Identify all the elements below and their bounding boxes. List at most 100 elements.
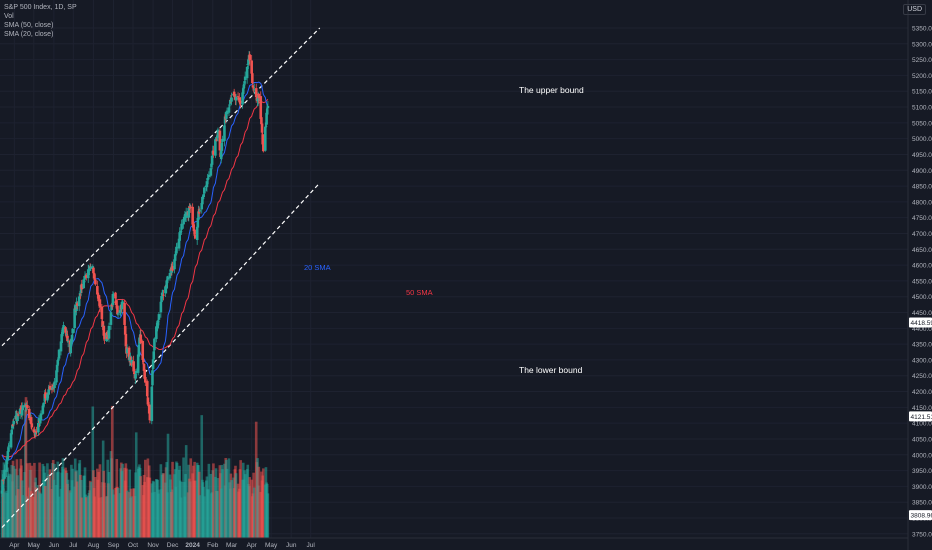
candle-body bbox=[148, 411, 152, 421]
volume-bar bbox=[144, 459, 147, 538]
candle-body bbox=[6, 451, 10, 461]
volume-bar bbox=[116, 488, 120, 538]
candle-body bbox=[146, 397, 150, 405]
volume-bar bbox=[62, 469, 65, 538]
price-tick-label: 3900.00 bbox=[912, 484, 932, 491]
volume-bar bbox=[3, 492, 6, 538]
upper-bound-label: The upper bound bbox=[519, 85, 584, 95]
candle-body bbox=[1, 479, 5, 481]
time-tick-label: Apr bbox=[247, 542, 258, 549]
volume-bar bbox=[30, 465, 34, 538]
legend-vol[interactable]: Vol bbox=[4, 13, 14, 20]
volume-bar bbox=[44, 486, 47, 538]
candle-body bbox=[193, 229, 196, 235]
time-tick-label: Dec bbox=[167, 542, 179, 549]
candle-body bbox=[168, 272, 172, 279]
volume-bar bbox=[262, 468, 265, 538]
volume-bar bbox=[225, 468, 229, 538]
time-tick-label: Oct bbox=[128, 542, 138, 549]
candle-body bbox=[156, 320, 160, 322]
candle-body bbox=[254, 88, 258, 98]
volume-bar bbox=[112, 494, 115, 538]
candle-body bbox=[5, 460, 8, 472]
candle-body bbox=[179, 230, 183, 232]
volume-bar bbox=[80, 497, 84, 538]
price-label: 3808.96 bbox=[911, 513, 932, 520]
candle-body bbox=[215, 139, 218, 141]
time-tick-label: Jun bbox=[286, 542, 297, 549]
legend-sma50[interactable]: SMA (50, close) bbox=[4, 22, 54, 29]
symbol-title[interactable]: S&P 500 Index, 1D, SP bbox=[4, 4, 77, 11]
channel-bounds bbox=[1, 27, 321, 528]
candle-body bbox=[53, 381, 56, 389]
candle-body bbox=[241, 88, 245, 94]
time-tick-label: Sep bbox=[108, 542, 120, 549]
candle-body bbox=[71, 328, 74, 334]
time-tick-label: Jun bbox=[49, 542, 60, 549]
candle-body bbox=[98, 299, 102, 308]
candle-body bbox=[75, 303, 79, 306]
candle-body bbox=[78, 296, 82, 298]
candle-body bbox=[96, 286, 99, 295]
candle-body bbox=[182, 216, 186, 221]
volume-bar bbox=[193, 480, 197, 538]
price-label: 4418.59 bbox=[911, 320, 932, 327]
candle-body bbox=[70, 334, 74, 342]
volume-bars bbox=[0, 397, 270, 538]
candle-body bbox=[101, 321, 104, 328]
candle-body bbox=[21, 405, 25, 411]
candle-body bbox=[143, 369, 146, 379]
price-tick-label: 4950.00 bbox=[912, 152, 932, 159]
volume-bar bbox=[35, 487, 38, 538]
time-tick-label: 2024 bbox=[185, 542, 200, 549]
price-tick-label: 4400.00 bbox=[912, 326, 932, 333]
price-tick-label: 5350.00 bbox=[912, 26, 932, 33]
volume-bar bbox=[266, 493, 270, 538]
volume-bar bbox=[139, 476, 143, 538]
candle-body bbox=[34, 432, 38, 435]
currency-badge[interactable]: USD bbox=[903, 4, 926, 15]
candle-body bbox=[207, 174, 211, 178]
candle-body bbox=[59, 341, 63, 352]
candle-body bbox=[195, 226, 199, 241]
candle-body bbox=[132, 361, 135, 372]
volume-bar bbox=[230, 480, 233, 538]
candle-body bbox=[132, 372, 136, 375]
candle-body bbox=[123, 303, 126, 325]
candle-body bbox=[112, 294, 115, 296]
candle-body bbox=[110, 304, 113, 311]
candle-body bbox=[89, 266, 93, 269]
candle-body bbox=[151, 370, 154, 386]
volume-bar bbox=[180, 481, 183, 538]
volume-bar bbox=[71, 468, 74, 538]
candle-body bbox=[111, 294, 115, 305]
candle-body bbox=[198, 210, 202, 212]
volume-bar bbox=[257, 466, 261, 538]
candle-body bbox=[60, 334, 63, 344]
legend-sma20[interactable]: SMA (20, close) bbox=[4, 31, 54, 38]
candle-body bbox=[92, 272, 96, 279]
candle-body bbox=[263, 126, 267, 151]
candle-body bbox=[70, 340, 73, 345]
candle-body bbox=[125, 348, 129, 354]
volume-bar bbox=[110, 405, 114, 538]
volume-bar bbox=[85, 497, 88, 538]
candle-body bbox=[225, 110, 229, 115]
price-tick-label: 5250.00 bbox=[912, 57, 932, 64]
candle-body bbox=[245, 66, 249, 79]
time-tick-label: Nov bbox=[147, 542, 159, 549]
candle-body bbox=[64, 333, 68, 335]
volume-bar bbox=[216, 478, 220, 538]
volume-bar bbox=[16, 489, 20, 538]
candle-body bbox=[178, 232, 181, 241]
candle-body bbox=[134, 373, 137, 379]
volume-bar bbox=[162, 473, 165, 538]
candle-body bbox=[251, 73, 254, 84]
upper-bound-line bbox=[1, 27, 321, 347]
price-tick-label: 4150.00 bbox=[912, 405, 932, 412]
candle-body bbox=[265, 112, 268, 125]
time-axis[interactable]: Apr May Jun Jul Aug Sep Oct Nov Dec 2024 Feb Mar Apr… bbox=[0, 537, 908, 549]
price-axis[interactable]: 3750.003800.003850.003900.003950.004000.… bbox=[907, 0, 932, 550]
candle-body bbox=[174, 254, 178, 256]
